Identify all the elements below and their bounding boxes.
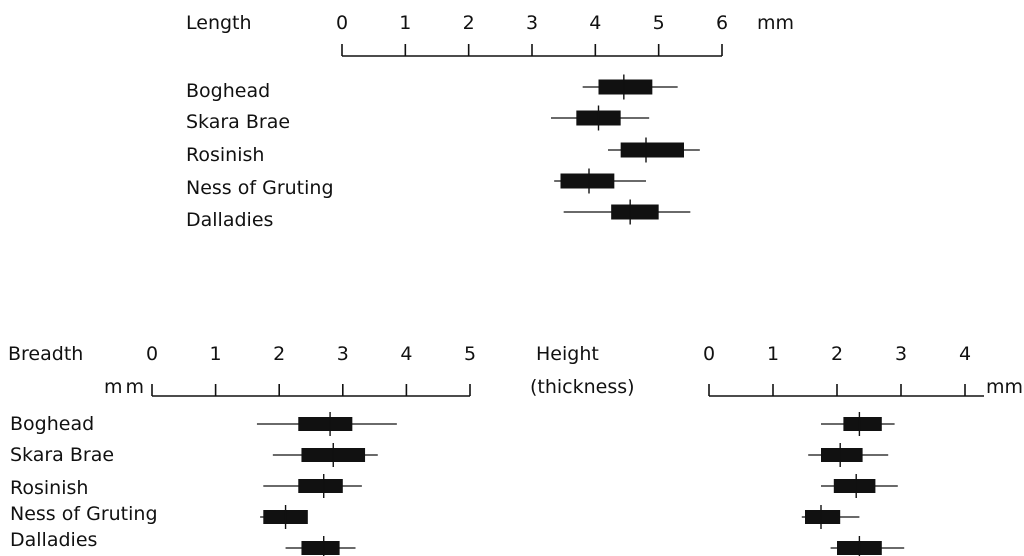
length-tick-label: 1 xyxy=(399,12,411,34)
breadth-range-box xyxy=(301,541,340,555)
breadth-tick-label: 2 xyxy=(273,343,285,365)
height-range-box xyxy=(805,510,841,524)
breadth-marks xyxy=(256,412,397,556)
height-range-box xyxy=(843,417,882,431)
length-axis-title: Length xyxy=(186,12,252,34)
height-range-box xyxy=(821,448,863,462)
height-panel: Height (thickness) mm 0 1 2 3 4 xyxy=(530,343,1023,556)
length-tick-label: 4 xyxy=(589,12,601,34)
length-tick-label: 0 xyxy=(336,12,348,34)
length-tick-label: 5 xyxy=(653,12,665,34)
length-category-label: Boghead xyxy=(186,80,270,102)
height-axis-title: Height xyxy=(536,343,599,365)
length-range-box xyxy=(611,204,659,220)
breadth-tick-label: 4 xyxy=(400,343,412,365)
length-category-label: Dalladies xyxy=(186,209,273,231)
height-ticks: 0 1 2 3 4 xyxy=(703,343,971,396)
height-axis-subtitle: (thickness) xyxy=(530,376,635,398)
breadth-category-label: Ness of Gruting xyxy=(10,503,158,525)
height-unit-label: mm xyxy=(986,376,1023,398)
length-marks xyxy=(551,74,700,225)
breadth-category-label: Rosinish xyxy=(10,477,88,499)
length-category-label: Ness of Gruting xyxy=(186,177,334,199)
breadth-range-box xyxy=(298,417,353,431)
length-range-box xyxy=(598,79,653,95)
breadth-range-box xyxy=(298,479,343,493)
breadth-tick-label: 0 xyxy=(146,343,158,365)
length-category-label: Skara Brae xyxy=(186,111,290,133)
length-tick-label: 3 xyxy=(526,12,538,34)
length-range-box xyxy=(560,173,615,189)
breadth-ticks: 0 1 2 3 4 5 xyxy=(146,343,476,396)
height-tick-label: 4 xyxy=(959,343,971,365)
breadth-panel: Breadth mm 0 1 2 3 4 5 Boghead Skara Brae Ros… xyxy=(8,343,476,556)
breadth-tick-label: 1 xyxy=(210,343,222,365)
breadth-category-label: Skara Brae xyxy=(10,444,114,466)
breadth-tick-label: 3 xyxy=(337,343,349,365)
length-category-label: Rosinish xyxy=(186,144,264,166)
length-unit-label: mm xyxy=(757,12,794,34)
length-panel: Length mm 0 1 2 3 4 5 6 Boghead Skara Brae Ros… xyxy=(186,12,794,231)
length-ticks: 0 1 2 3 4 5 6 xyxy=(336,12,728,56)
height-tick-label: 3 xyxy=(895,343,907,365)
breadth-tick-label: 5 xyxy=(464,343,476,365)
length-range-box xyxy=(620,142,684,158)
length-tick-label: 6 xyxy=(716,12,728,34)
breadth-unit-label: mm xyxy=(104,376,147,398)
breadth-axis-title: Breadth xyxy=(8,343,83,365)
length-tick-label: 2 xyxy=(463,12,475,34)
height-tick-label: 2 xyxy=(831,343,843,365)
height-marks xyxy=(801,412,905,556)
height-range-box xyxy=(833,479,876,493)
height-tick-label: 0 xyxy=(703,343,715,365)
breadth-category-label: Dalladies xyxy=(10,529,97,551)
breadth-category-label: Boghead xyxy=(10,413,94,435)
height-tick-label: 1 xyxy=(767,343,779,365)
